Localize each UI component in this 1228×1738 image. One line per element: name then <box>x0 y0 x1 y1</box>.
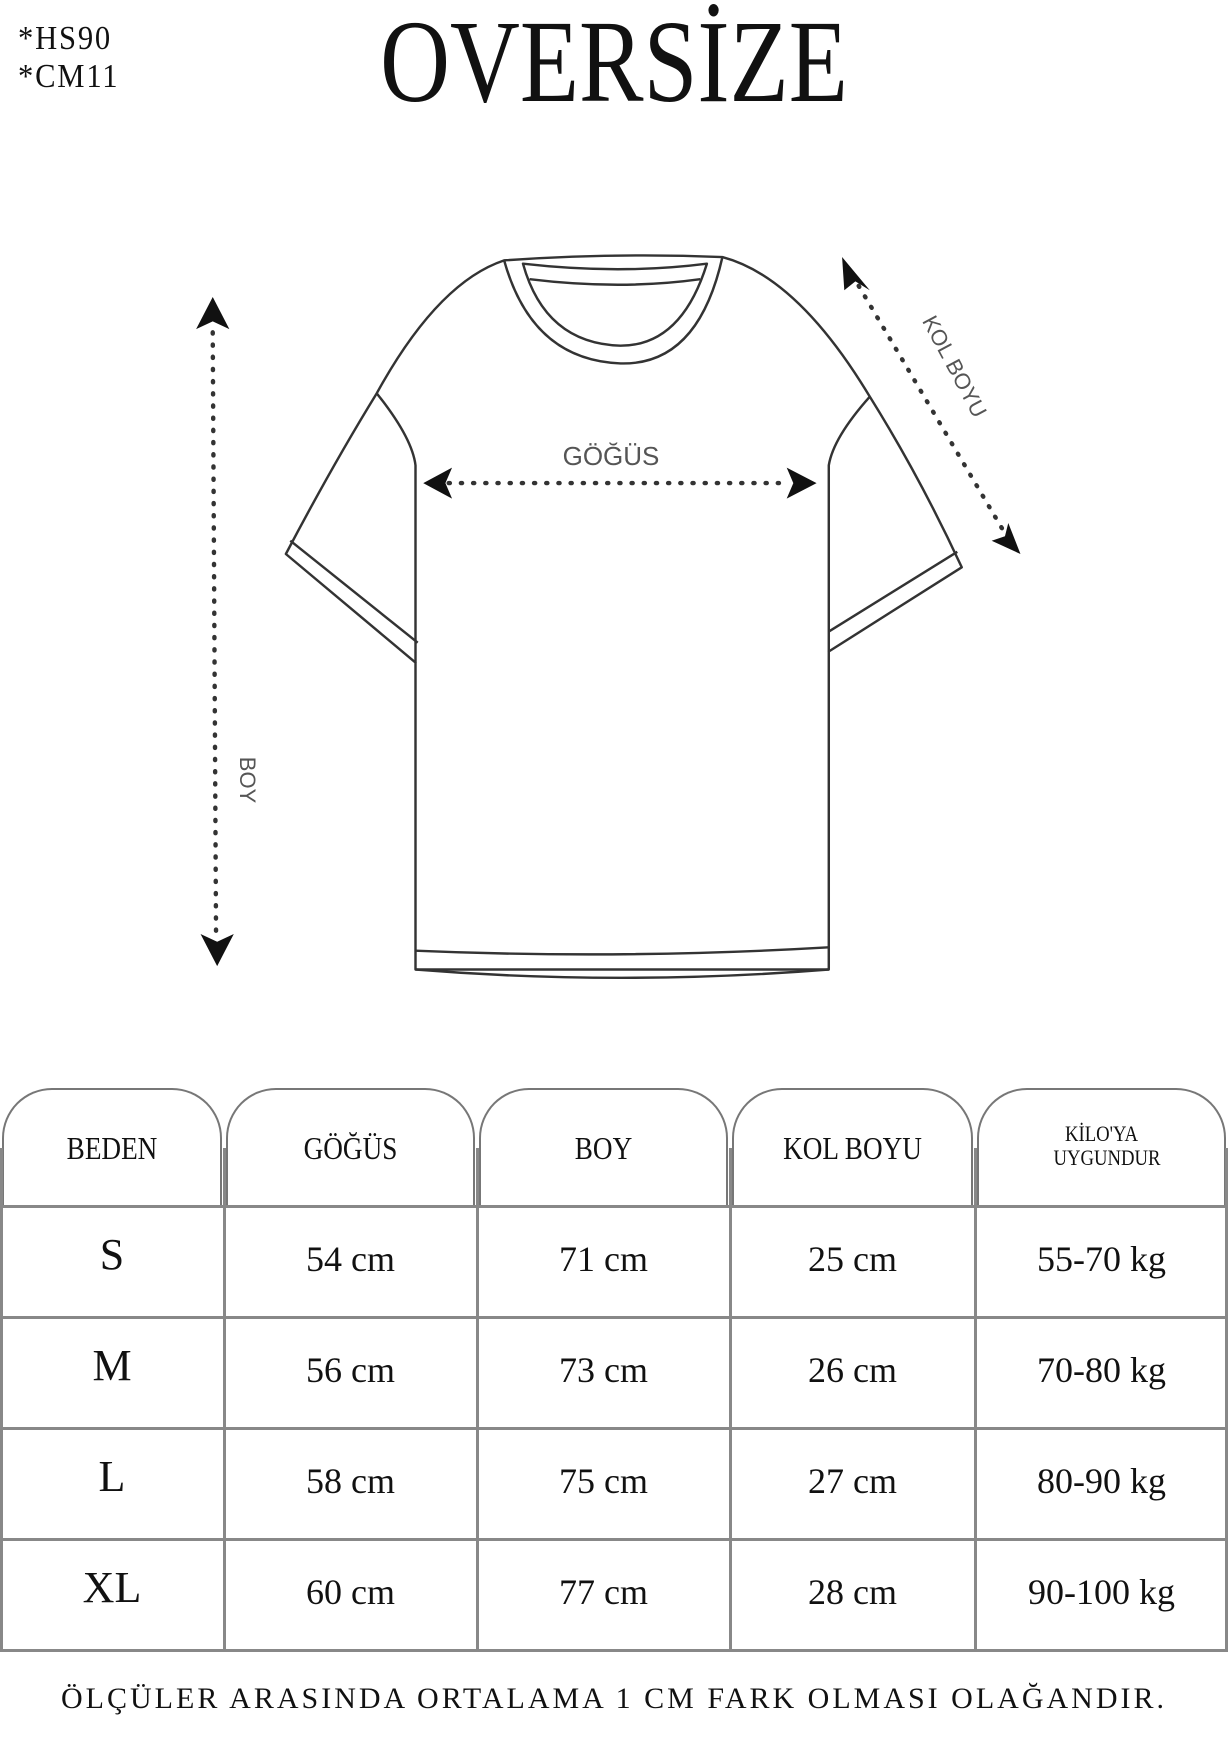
table-cell: 71 cm <box>559 1239 648 1279</box>
collar <box>502 254 724 365</box>
table-cell: 60 cm <box>306 1572 395 1612</box>
table-cell: 75 cm <box>559 1461 648 1501</box>
table-cell: 70-80 kg <box>1037 1350 1166 1390</box>
table-cell: 55-70 kg <box>1037 1239 1166 1279</box>
length-measure-line <box>210 330 219 939</box>
table-cell: 25 cm <box>808 1239 897 1279</box>
footer-note: ÖLÇÜLER ARASINDA ORTALAMA 1 CM FARK OLMA… <box>61 1682 1167 1715</box>
header-length: BOY <box>477 1088 730 1206</box>
size-cell: XL <box>82 1563 142 1612</box>
table-cell: 26 cm <box>808 1350 897 1390</box>
chest-label: GÖĞÜS <box>563 441 660 471</box>
size-cell: S <box>99 1230 125 1279</box>
arrow-icon <box>196 296 230 330</box>
sleeve-label: KOL BOYU <box>917 311 992 421</box>
header-sleeve: KOL BOYU <box>730 1088 975 1206</box>
length-label: BOY <box>235 757 260 804</box>
table-cell: 54 cm <box>306 1239 395 1279</box>
header-size: BEDEN <box>0 1088 224 1206</box>
table-cell: 28 cm <box>808 1572 897 1612</box>
arrow-icon <box>842 257 870 291</box>
table-cell: 27 cm <box>808 1461 897 1501</box>
table-cell: 58 cm <box>306 1461 395 1501</box>
arrow-icon <box>786 467 817 499</box>
sleeve-measure-line <box>856 283 1005 532</box>
table-cell: 56 cm <box>306 1350 395 1390</box>
arrow-icon <box>423 467 453 499</box>
size-cell: L <box>98 1452 126 1501</box>
arrow-icon <box>200 934 234 967</box>
header-chest: GÖĞÜS <box>224 1088 477 1206</box>
header-weight: KİLO'YA UYGUNDUR <box>975 1088 1228 1206</box>
table-cell: 90-100 kg <box>1028 1572 1175 1612</box>
tshirt-diagram: GÖĞÜS BOY KOL BOYU <box>196 254 1021 980</box>
code-cm: *CM11 <box>18 58 120 95</box>
arrow-icon <box>991 522 1021 554</box>
product-codes: *HS90 *CM11 <box>18 20 119 96</box>
table-cell: 77 cm <box>559 1572 648 1612</box>
table-cell: 80-90 kg <box>1037 1461 1166 1501</box>
code-hs: *HS90 <box>18 20 113 57</box>
size-cell: M <box>92 1341 132 1390</box>
page-title: OVERSİZE <box>380 0 848 127</box>
table-cell: 73 cm <box>559 1350 648 1390</box>
